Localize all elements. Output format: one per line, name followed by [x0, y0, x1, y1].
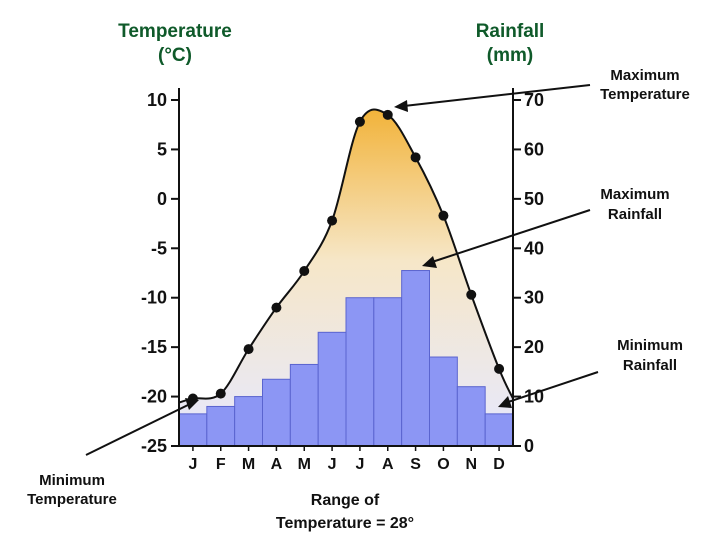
right-tick-label: 0: [524, 436, 534, 456]
month-label-2: F: [216, 456, 226, 473]
min-rain-label-line1: Minimum: [617, 337, 683, 354]
left-tick-label: 5: [157, 139, 167, 159]
right-axis-title-line2: (mm): [487, 45, 533, 66]
max-rain-label-line2: Rainfall: [608, 206, 662, 223]
left-tick-label: -10: [141, 288, 167, 308]
right-axis-title-line1: Rainfall: [476, 21, 545, 42]
temperature-point-11: [466, 289, 477, 300]
min-rain-arrowhead: [498, 396, 512, 408]
month-label-11: N: [465, 456, 477, 473]
month-label-12: D: [493, 456, 505, 473]
max-temp-label-line2: Temperature: [600, 86, 690, 103]
temperature-point-12: [494, 363, 505, 374]
range-note-line1: Range of: [311, 492, 380, 509]
max-temp-arrow: [403, 84, 591, 107]
right-tick-label: 30: [524, 288, 544, 308]
left-axis-ticks: 10 5 0 -5 -10 -15 -20 -25: [141, 90, 179, 456]
rainfall-bar-7: [345, 297, 375, 447]
rainfall-bar-2: [206, 405, 236, 447]
rainfall-bar-10: [429, 356, 458, 447]
month-label-10: O: [437, 456, 449, 473]
max-rain-label-line1: Maximum: [600, 186, 669, 203]
month-label-1: J: [188, 456, 197, 473]
month-label-3: M: [242, 456, 255, 473]
temperature-point-3: [243, 344, 254, 355]
right-tick-label: 50: [524, 189, 544, 209]
left-axis-title-line2: (°C): [158, 45, 192, 66]
temperature-point-2: [215, 388, 226, 399]
right-tick-label: 70: [524, 90, 544, 110]
left-tick-label: -5: [151, 238, 167, 258]
right-tick-label: 40: [524, 238, 544, 258]
month-label-8: A: [382, 456, 394, 473]
month-label-6: J: [328, 456, 337, 473]
rainfall-bar-12: [484, 413, 514, 447]
temperature-point-4: [271, 302, 282, 313]
temperature-point-8: [382, 109, 393, 120]
rainfall-bar-8: [373, 297, 403, 447]
left-tick-label: -20: [141, 387, 167, 407]
max-temp-arrowhead: [394, 100, 408, 112]
temperature-point-5: [299, 266, 310, 277]
left-tick-label: -15: [141, 337, 167, 357]
month-label-7: J: [355, 456, 364, 473]
min-temp-label-line1: Minimum: [39, 472, 105, 489]
left-tick-label: 0: [157, 189, 167, 209]
temperature-point-6: [327, 215, 338, 226]
max-rain-arrowhead: [422, 256, 437, 268]
right-tick-label: 20: [524, 337, 544, 357]
left-tick-label: -25: [141, 436, 167, 456]
min-rain-label-line2: Rainfall: [623, 357, 677, 374]
min-temp-label-line2: Temperature: [27, 491, 117, 508]
rainfall-bar-1: [178, 413, 208, 447]
left-axis-title-line1: Temperature: [118, 21, 232, 42]
max-temp-label-line1: Maximum: [610, 67, 679, 84]
temperature-markers: [187, 109, 505, 404]
min-temp-arrow: [85, 403, 191, 456]
temperature-point-9: [410, 152, 421, 163]
left-tick-label: 10: [147, 90, 167, 110]
rainfall-bar-3: [234, 396, 264, 447]
temperature-line: [178, 108, 514, 404]
range-note-line2: Temperature = 28°: [276, 515, 414, 532]
month-label-5: M: [298, 456, 311, 473]
temperature-point-7: [354, 116, 365, 127]
rainfall-bar-4: [262, 378, 291, 447]
min-temp-arrowhead: [185, 398, 199, 410]
max-rain-arrow: [431, 209, 591, 263]
month-label-9: S: [410, 456, 421, 473]
right-tick-label: 60: [524, 139, 544, 159]
month-label-4: A: [271, 456, 283, 473]
rainfall-bar-6: [317, 331, 347, 447]
min-rain-arrow: [507, 371, 599, 403]
temperature-point-10: [438, 210, 449, 221]
rainfall-bar-11: [456, 386, 486, 447]
rainfall-bar-9: [401, 270, 430, 447]
rainfall-bar-5: [289, 363, 319, 447]
